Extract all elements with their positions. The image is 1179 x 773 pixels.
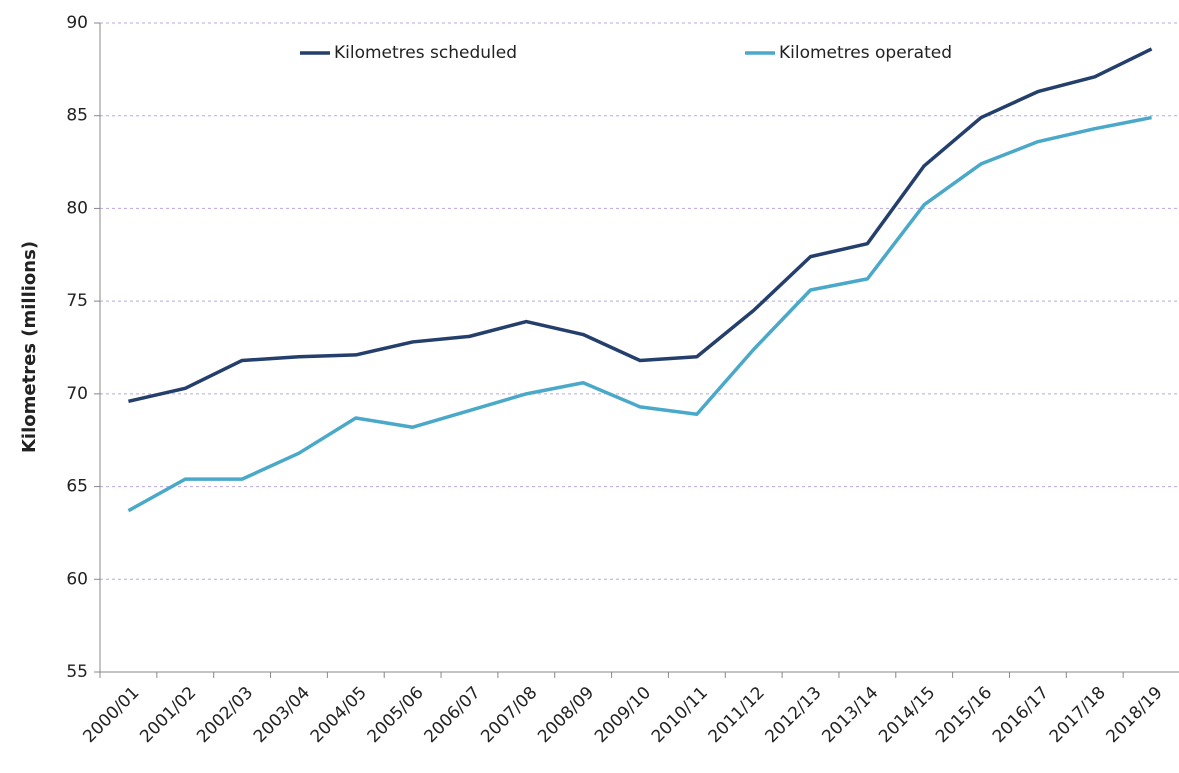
x-tick-label: 2003/04 xyxy=(250,683,314,747)
x-tick-label: 2016/17 xyxy=(989,683,1053,747)
y-tick-label: 65 xyxy=(66,477,88,497)
x-tick-label: 2009/10 xyxy=(591,683,655,747)
x-tick-label: 2005/06 xyxy=(364,683,428,747)
series-line xyxy=(127,115,1152,513)
x-tick-label: 2015/16 xyxy=(932,683,996,747)
y-tick-label: 60 xyxy=(66,569,88,589)
y-tick-label: 55 xyxy=(66,662,88,682)
x-tick-label: 2001/02 xyxy=(136,683,200,747)
y-tick-label: 85 xyxy=(66,106,88,126)
y-tick-label: 70 xyxy=(66,384,88,404)
x-tick-label: 2014/15 xyxy=(875,683,939,747)
x-tick-label: 2002/03 xyxy=(193,683,257,747)
x-tick-label: 2018/19 xyxy=(1103,683,1167,747)
series-line xyxy=(128,47,1153,403)
x-tick-label: 2013/14 xyxy=(818,683,882,747)
x-tick-label: 2000/01 xyxy=(79,683,143,747)
y-axis-label: Kilometres (millions) xyxy=(19,241,40,453)
legend-label: Kilometres scheduled xyxy=(334,43,517,63)
x-tick-label: 2007/08 xyxy=(477,683,541,747)
x-tick-label: 2006/07 xyxy=(420,683,484,747)
legend-label: Kilometres operated xyxy=(779,43,952,63)
x-tick-label: 2017/18 xyxy=(1046,683,1110,747)
x-tick-label: 2012/13 xyxy=(762,683,826,747)
x-tick-label: 2011/12 xyxy=(705,683,769,747)
x-tick-label: 2010/11 xyxy=(648,683,712,747)
y-tick-label: 90 xyxy=(66,13,88,33)
x-tick-label: 2008/09 xyxy=(534,683,598,747)
x-tick-label: 2004/05 xyxy=(307,683,371,747)
y-tick-label: 75 xyxy=(66,291,88,311)
y-tick-label: 80 xyxy=(66,198,88,218)
